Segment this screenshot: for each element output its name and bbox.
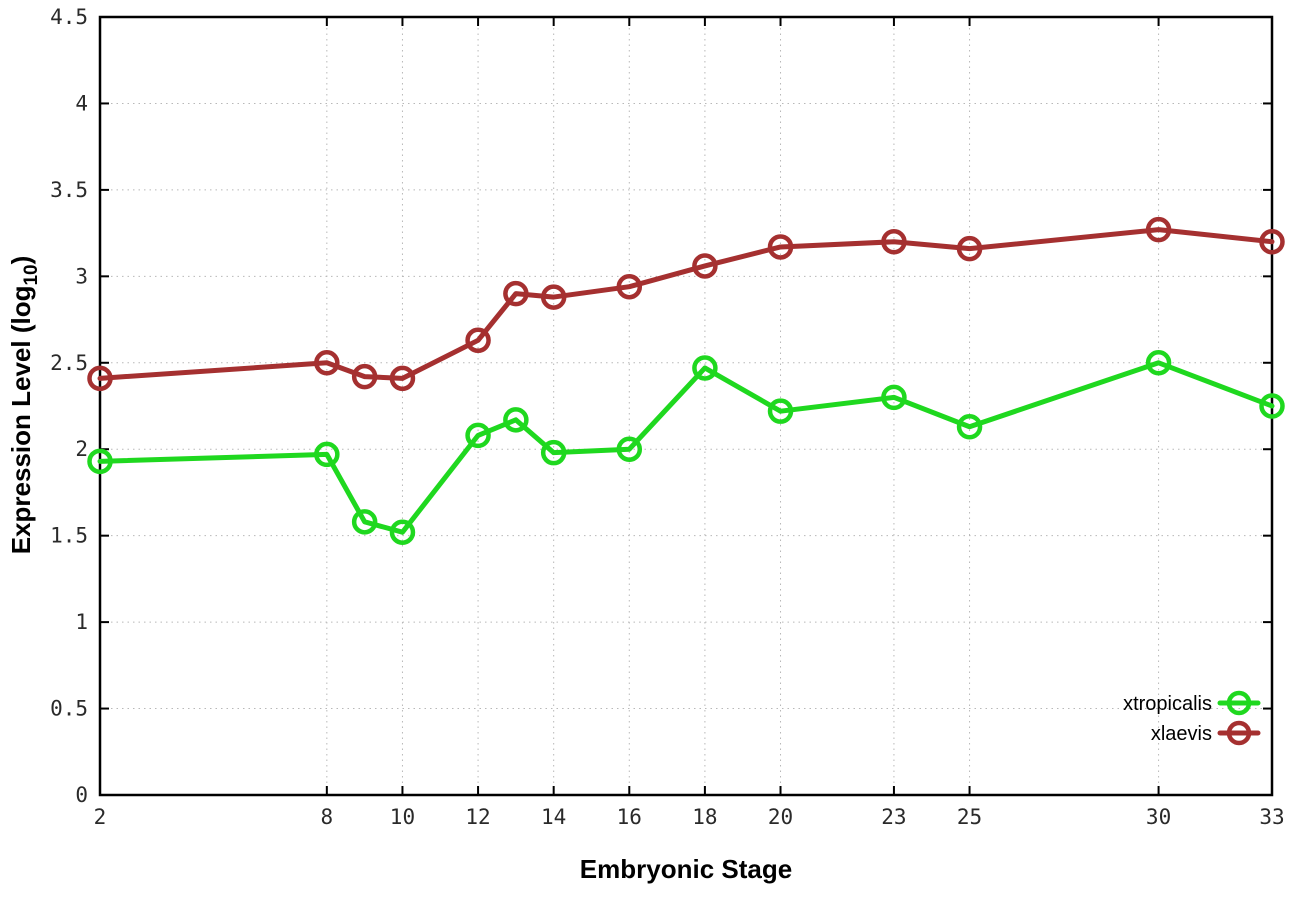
data-point-xtropicalis [956,413,983,440]
legend-marker-xtropicalis [1226,690,1252,716]
x-tick-label: 12 [465,805,490,829]
data-point-xtropicalis [314,441,340,468]
series-line-xtropicalis [97,360,1275,535]
gridlines [100,17,1272,795]
data-point-xlaevis [351,363,378,390]
x-tick-label: 10 [390,805,415,829]
x-tick-label: 16 [617,805,642,829]
data-point-xlaevis [389,365,416,392]
y-tick-label: 4 [75,91,88,115]
data-point-xlaevis [692,253,718,279]
y-tick-label: 3.5 [50,178,88,202]
x-tick-label: 23 [881,805,906,829]
axis-ticks [99,16,1273,796]
data-point-xlaevis [503,280,529,307]
data-point-xlaevis [540,284,567,310]
plot-frame [98,15,1274,797]
x-tick-label: 25 [957,805,982,829]
y-tick-label: 0 [75,783,88,807]
data-point-xtropicalis [767,398,794,424]
data-point-xlaevis [881,229,907,255]
data-point-xtropicalis [881,384,907,411]
data-point-xtropicalis [87,448,113,475]
series-xlaevis [87,216,1285,392]
y-tick-label: 4.5 [50,5,88,29]
data-point-xlaevis [87,365,113,392]
x-tick-label: 8 [321,805,334,829]
legend-samples [1217,690,1261,746]
data-point-xtropicalis [503,407,529,433]
data-series [87,216,1285,545]
legend-label-xlaevis: xlaevis [1151,723,1212,745]
series-xtropicalis [87,350,1285,545]
y-axis-title-group: Expression Level (log10) [6,256,42,555]
data-point-xtropicalis [692,355,718,381]
x-tick-label: 30 [1146,805,1171,829]
y-tick-label: 3 [75,264,88,288]
series-line-xlaevis [97,227,1275,381]
legend-label-xtropicalis: xtropicalis [1123,693,1212,715]
data-point-xlaevis [1259,229,1285,255]
data-point-xlaevis [1145,216,1172,243]
data-point-xtropicalis [616,436,643,462]
x-tick-label: 14 [541,805,566,829]
x-tick-label: 20 [768,805,793,829]
y-tick-label: 0.5 [50,697,88,721]
y-tick-label: 1 [75,610,88,634]
y-tick-label: 2.5 [50,351,88,375]
y-tick-label: 2 [75,437,88,461]
data-point-xtropicalis [351,509,378,535]
y-tick-label: 1.5 [50,524,88,548]
x-tick-label: 18 [692,805,717,829]
data-point-xlaevis [616,273,643,300]
y-axis-title: Expression Level (log10) [6,256,42,555]
data-point-xlaevis [465,327,491,354]
data-point-xtropicalis [389,519,416,545]
tick-labels: 2 8 10 12 14 16 18 20 23 25 30 33 0 0.5 1 1.5 2 2.5 3 3.5 4 4… [50,5,1285,829]
data-point-xtropicalis [540,439,567,466]
plot-border [98,15,1274,797]
data-point-xlaevis [956,235,983,262]
legend-marker-xlaevis [1226,720,1252,746]
data-point-xtropicalis [1145,350,1172,376]
data-point-xlaevis [767,234,794,260]
data-point-xlaevis [314,350,340,376]
data-point-xtropicalis [1259,393,1285,419]
x-tick-label: 33 [1259,805,1284,829]
x-tick-label: 2 [94,805,107,829]
data-point-xtropicalis [465,422,491,449]
x-axis-title: Embryonic Stage [580,854,792,884]
